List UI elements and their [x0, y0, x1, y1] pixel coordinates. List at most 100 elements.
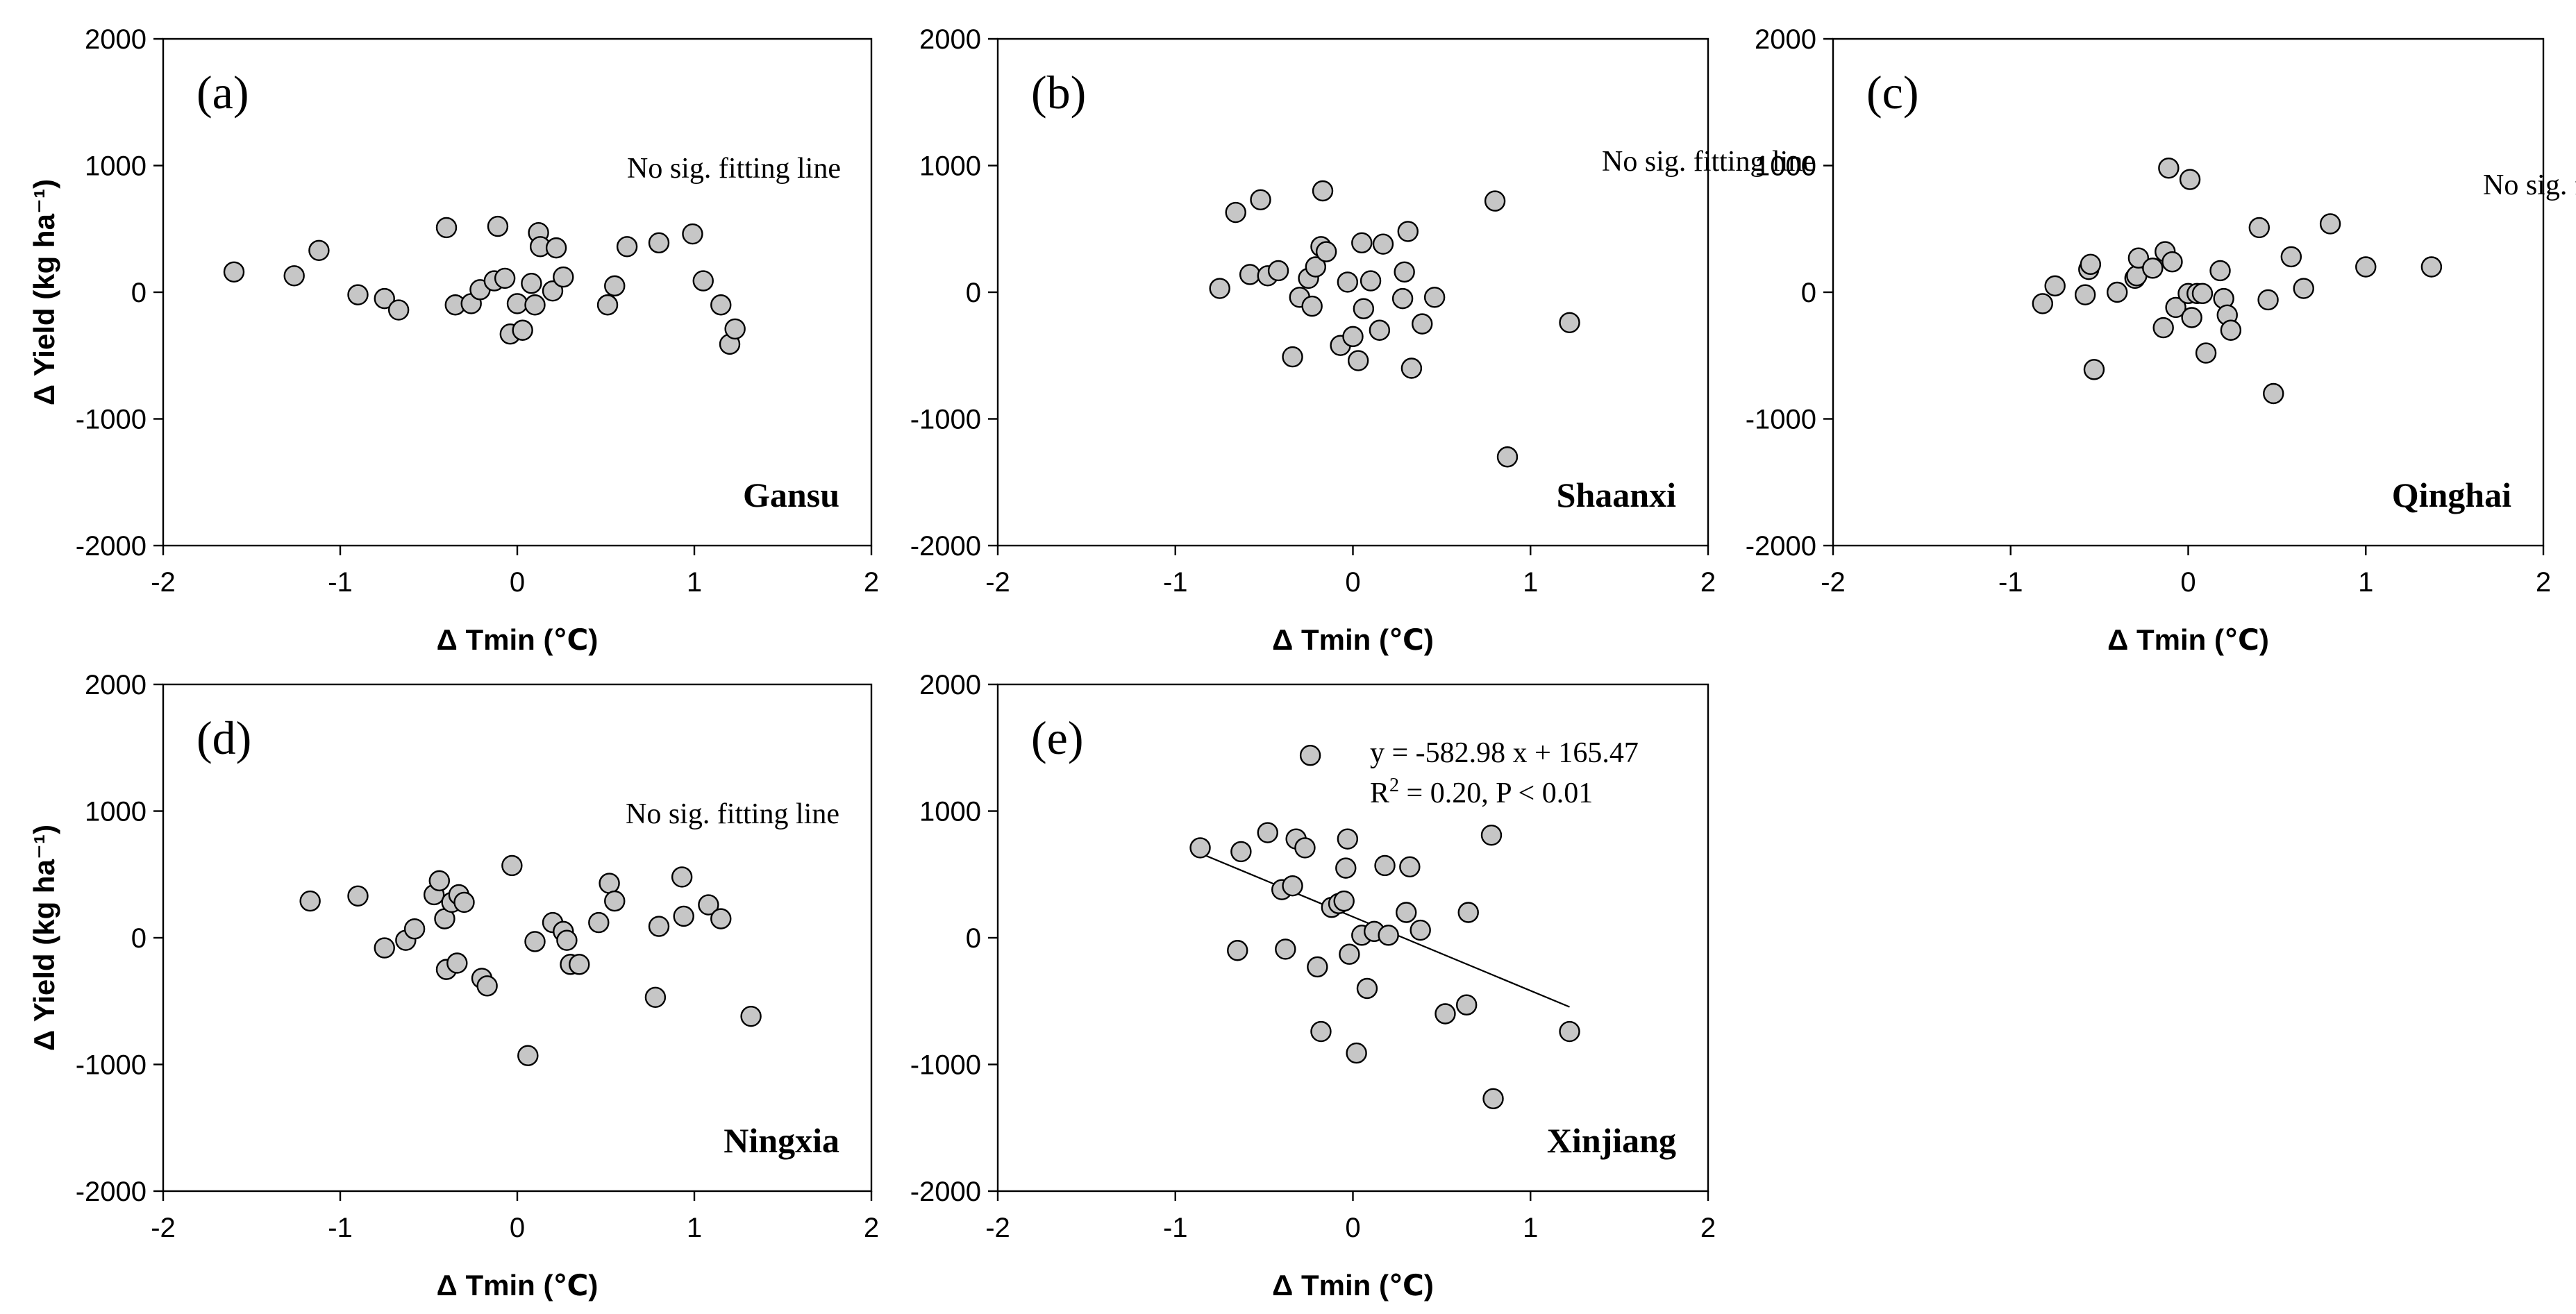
data-point — [1342, 326, 1364, 348]
x-axis-title: Δ Tmin (℃) — [1272, 623, 1434, 656]
y-tick-label: 0 — [131, 278, 147, 308]
plot-frame — [162, 37, 873, 547]
data-point — [1423, 287, 1446, 308]
x-tick-label: 2 — [864, 567, 879, 598]
data-point — [347, 284, 369, 305]
r2-sup: 2 — [1389, 775, 1399, 796]
r2-r: R — [1370, 777, 1389, 809]
y-tick-label: 1000 — [85, 151, 147, 182]
y-tick-label: 2000 — [85, 24, 147, 55]
plot-frame — [162, 683, 873, 1193]
y-tick-label: 2000 — [85, 670, 147, 700]
data-point — [1305, 256, 1326, 278]
x-tick-label: -2 — [985, 1213, 1010, 1243]
data-point — [1412, 313, 1433, 335]
data-point — [1457, 902, 1479, 923]
data-point — [1374, 854, 1396, 877]
data-point — [673, 905, 694, 927]
panel-qinghai: -2000 -1000 0 1000 2000 -2 -1 0 1 2 Δ Tmin (℃) (c) Q… — [1746, 24, 2576, 656]
data-point — [476, 975, 498, 997]
x-tick-label: 1 — [2358, 567, 2373, 598]
data-point — [1333, 890, 1355, 912]
data-point — [2191, 283, 2214, 305]
data-point — [1299, 744, 1321, 766]
region-label: Xinjiang — [1547, 1121, 1676, 1160]
data-point — [2165, 296, 2186, 319]
panel-letter: (d) — [196, 711, 251, 764]
y-tick-label: -1000 — [76, 1050, 147, 1081]
data-point — [1337, 828, 1359, 850]
data-point — [521, 273, 542, 294]
data-point — [1225, 201, 1246, 224]
data-point — [387, 299, 410, 321]
data-point — [1496, 446, 1519, 468]
data-point — [1360, 270, 1382, 292]
data-point — [487, 215, 509, 237]
data-point — [1394, 261, 1415, 283]
y-tick-label: 0 — [966, 923, 981, 954]
data-point — [1315, 241, 1337, 262]
y-tick-label: -2000 — [910, 1177, 981, 1207]
data-point — [1230, 841, 1252, 863]
data-point — [2209, 260, 2231, 282]
y-tick-label: -2000 — [910, 531, 981, 562]
data-point — [1347, 350, 1369, 371]
y-axis-title: Δ Yield (kg ha⁻¹) — [28, 825, 60, 1051]
y-tick-label: -2000 — [76, 1177, 147, 1207]
data-point — [1346, 1042, 1367, 1064]
y-tick-label: 0 — [131, 923, 147, 954]
no-fit-note: No sig. fitting line — [626, 798, 839, 830]
data-point — [2355, 256, 2377, 278]
data-point — [1378, 925, 1399, 946]
data-point — [671, 866, 693, 888]
data-point — [374, 937, 395, 959]
data-point — [692, 270, 714, 292]
data-point — [648, 232, 670, 254]
data-point — [1339, 943, 1360, 965]
no-fit-note: No sig. fitting line — [2483, 169, 2576, 201]
data-point — [740, 1005, 762, 1027]
data-point — [616, 236, 638, 258]
x-axis-title: Δ Tmin (℃) — [437, 1269, 599, 1302]
data-point — [2248, 217, 2270, 239]
region-label: Ningxia — [724, 1121, 839, 1160]
data-point — [2161, 251, 2183, 273]
region-label: Gansu — [743, 475, 839, 514]
panel-letter: (e) — [1031, 711, 1083, 764]
y-tick-label: 1000 — [919, 151, 981, 182]
data-point — [1400, 357, 1423, 379]
y-tick-label: -1000 — [910, 405, 981, 435]
x-tick-label: -1 — [1998, 567, 2023, 598]
x-tick-label: 0 — [2180, 567, 2196, 598]
data-point — [223, 261, 245, 283]
data-point — [1455, 994, 1478, 1016]
data-point — [2179, 169, 2201, 190]
data-point — [710, 908, 732, 929]
x-tick-label: 1 — [687, 567, 702, 598]
x-tick-label: -1 — [328, 1213, 353, 1243]
y-tick-label: -1000 — [910, 1050, 981, 1081]
data-point — [1484, 190, 1506, 212]
regression-stats: R2 = 0.20, P < 0.01 — [1370, 775, 1593, 809]
x-tick-label: 0 — [1345, 567, 1360, 598]
data-point — [1356, 977, 1378, 1000]
data-point — [446, 952, 468, 974]
data-point — [556, 929, 578, 951]
data-point — [1435, 1003, 1456, 1025]
x-tick-label: 2 — [864, 1213, 879, 1243]
data-point — [1397, 221, 1419, 242]
data-point — [569, 954, 590, 975]
data-point — [374, 287, 395, 310]
x-tick-label: 1 — [687, 1213, 702, 1243]
data-point — [2181, 307, 2202, 328]
y-tick-label: 1000 — [919, 797, 981, 827]
data-point — [1351, 232, 1373, 254]
x-tick-label: -1 — [328, 567, 353, 598]
data-point — [2420, 256, 2443, 278]
data-point — [347, 885, 369, 907]
data-point — [435, 217, 458, 239]
data-point — [2257, 289, 2279, 311]
data-point — [2032, 293, 2053, 314]
x-axis-title: Δ Tmin (℃) — [1272, 1269, 1434, 1302]
